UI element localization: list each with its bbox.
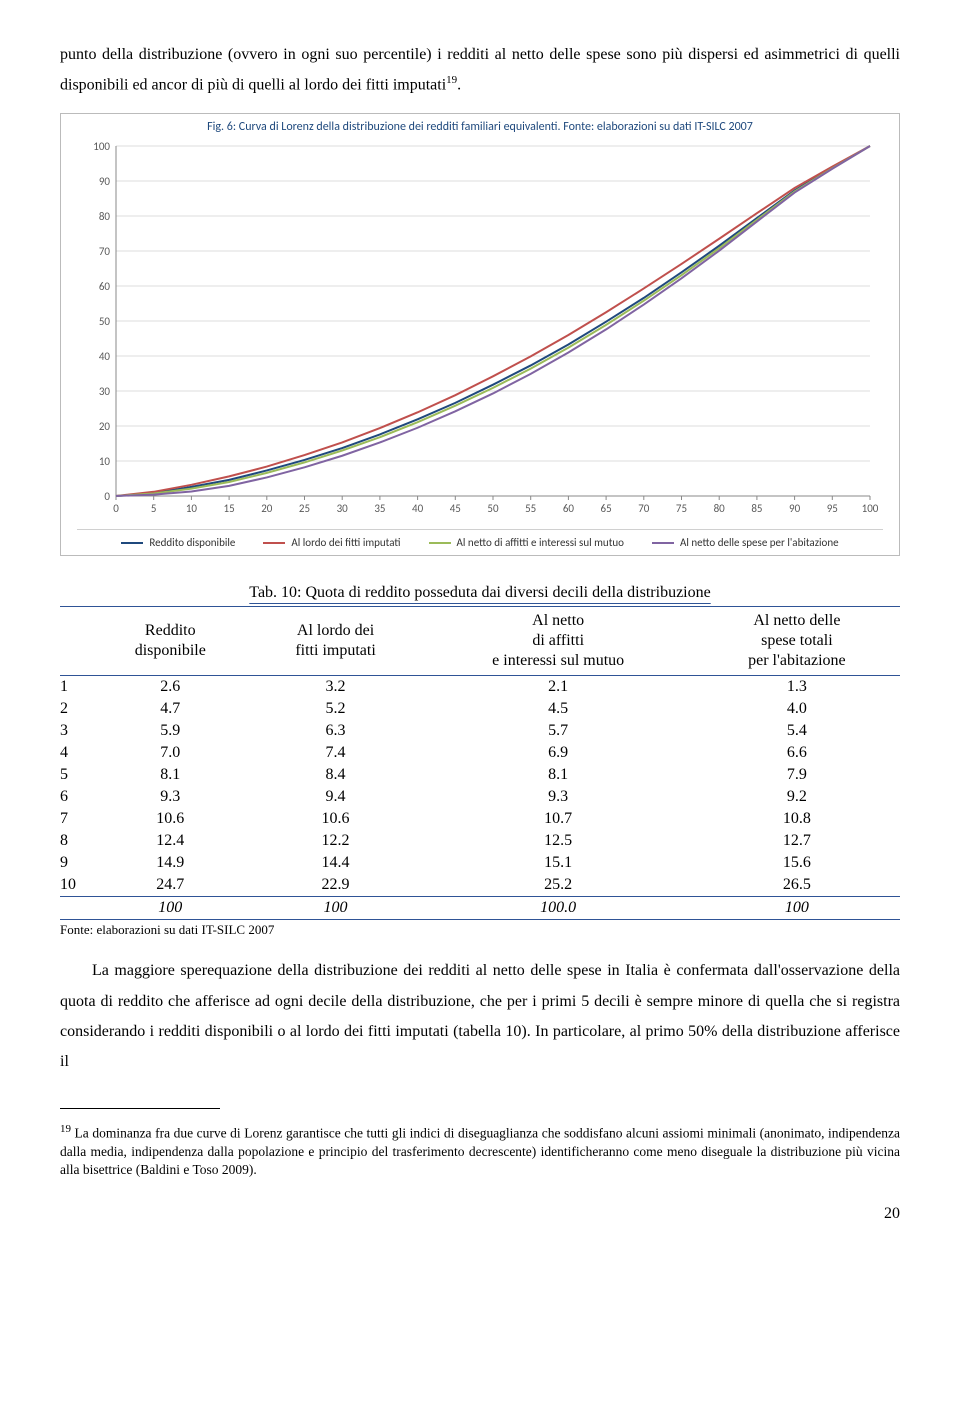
table-header: Al lordo deifitti imputati — [249, 607, 423, 676]
svg-text:5: 5 — [151, 502, 157, 515]
table-row: 12.63.22.11.3 — [60, 676, 900, 699]
svg-text:45: 45 — [450, 502, 461, 515]
svg-text:50: 50 — [99, 315, 111, 328]
svg-text:100: 100 — [93, 140, 110, 153]
svg-text:10: 10 — [186, 502, 198, 515]
legend-swatch — [652, 542, 674, 544]
legend-label: Al netto di affitti e interessi sul mutu… — [457, 536, 624, 549]
svg-text:10: 10 — [99, 455, 111, 468]
svg-text:90: 90 — [789, 502, 801, 515]
lorenz-chart: Fig. 6: Curva di Lorenz della distribuzi… — [60, 113, 900, 556]
legend-label: Al netto delle spese per l'abitazione — [680, 536, 839, 549]
svg-text:85: 85 — [751, 502, 762, 515]
svg-text:35: 35 — [374, 502, 385, 515]
svg-text:15: 15 — [224, 502, 235, 515]
para1-text: punto della distribuzione (ovvero in ogn… — [60, 46, 900, 94]
legend-swatch — [429, 542, 451, 544]
svg-text:0: 0 — [113, 502, 119, 515]
svg-text:60: 60 — [99, 280, 111, 293]
svg-text:75: 75 — [676, 502, 687, 515]
svg-text:80: 80 — [99, 210, 111, 223]
svg-text:40: 40 — [412, 502, 424, 515]
table-header: Redditodisponibile — [92, 607, 249, 676]
legend-swatch — [263, 542, 285, 544]
table-row: 24.75.24.54.0 — [60, 698, 900, 720]
svg-text:95: 95 — [827, 502, 838, 515]
table-header: Al netto dellespese totaliper l'abitazio… — [694, 607, 900, 676]
legend-label: Reddito disponibile — [149, 536, 235, 549]
table-source: Fonte: elaborazioni su dati IT-SILC 2007 — [60, 922, 900, 938]
svg-text:25: 25 — [299, 502, 310, 515]
legend-item: Reddito disponibile — [121, 536, 235, 549]
chart-svg: 0 10 20 30 40 50 60 70 80 90 100 0 5 10 15 20 25 30 35 40 45… — [77, 140, 883, 520]
table-row: 47.07.46.96.6 — [60, 742, 900, 764]
table-row: 1024.722.925.226.5 — [60, 874, 900, 897]
legend-item: Al lordo dei fitti imputati — [263, 536, 400, 549]
paragraph-intro: punto della distribuzione (ovvero in ogn… — [60, 40, 900, 101]
table-row: 69.39.49.39.2 — [60, 786, 900, 808]
svg-text:0: 0 — [104, 490, 110, 503]
svg-text:30: 30 — [337, 502, 349, 515]
chart-legend: Reddito disponibile Al lordo dei fitti im… — [77, 529, 883, 549]
svg-text:80: 80 — [714, 502, 726, 515]
svg-text:20: 20 — [99, 420, 111, 433]
svg-text:70: 70 — [638, 502, 650, 515]
svg-text:30: 30 — [99, 385, 111, 398]
page-number: 20 — [60, 1205, 900, 1223]
footnote-separator — [60, 1108, 220, 1109]
legend-item: Al netto di affitti e interessi sul mutu… — [429, 536, 624, 549]
paragraph-body: La maggiore sperequazione della distribu… — [60, 956, 900, 1078]
svg-text:50: 50 — [487, 502, 499, 515]
table-totals: 100100100.0100 — [60, 897, 900, 920]
svg-text:60: 60 — [563, 502, 575, 515]
table-row: 914.914.415.115.6 — [60, 852, 900, 874]
table-header — [60, 607, 92, 676]
svg-text:100: 100 — [862, 502, 879, 515]
decile-table: RedditodisponibileAl lordo deifitti impu… — [60, 606, 900, 920]
svg-text:40: 40 — [99, 350, 111, 363]
table-row: 812.412.212.512.7 — [60, 830, 900, 852]
footnote-text: La dominanza fra due curve di Lorenz gar… — [60, 1126, 900, 1177]
footnote-19: 19 La dominanza fra due curve di Lorenz … — [60, 1122, 900, 1179]
footnote-number: 19 — [60, 1123, 71, 1135]
table-header: Al nettodi affittie interessi sul mutuo — [423, 607, 694, 676]
legend-label: Al lordo dei fitti imputati — [291, 536, 400, 549]
legend-item: Al netto delle spese per l'abitazione — [652, 536, 839, 549]
table-row: 58.18.48.17.9 — [60, 764, 900, 786]
legend-swatch — [121, 542, 143, 544]
table-row: 710.610.610.710.8 — [60, 808, 900, 830]
svg-text:55: 55 — [525, 502, 536, 515]
table-title: Tab. 10: Quota di reddito posseduta dai … — [60, 584, 900, 602]
svg-text:90: 90 — [99, 175, 111, 188]
svg-text:20: 20 — [261, 502, 273, 515]
svg-text:65: 65 — [601, 502, 612, 515]
svg-text:70: 70 — [99, 245, 111, 258]
footnote-ref-19: 19 — [446, 74, 457, 86]
table-row: 35.96.35.75.4 — [60, 720, 900, 742]
chart-title: Fig. 6: Curva di Lorenz della distribuzi… — [77, 120, 883, 134]
